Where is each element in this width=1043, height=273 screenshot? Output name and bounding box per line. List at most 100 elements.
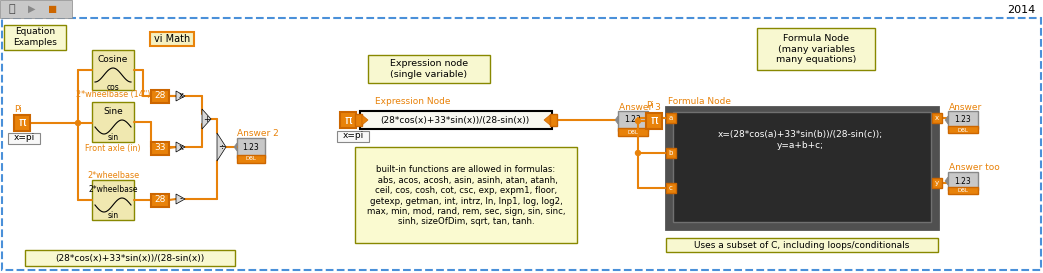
Text: x: x [178,143,184,152]
Text: 2*wheelbase: 2*wheelbase [89,185,138,194]
Text: Answer too: Answer too [949,162,1000,171]
Text: +: + [203,114,211,123]
Text: DBL: DBL [245,156,257,162]
FancyBboxPatch shape [151,90,169,103]
FancyBboxPatch shape [666,148,676,158]
FancyBboxPatch shape [932,113,942,123]
FancyBboxPatch shape [666,107,938,229]
Circle shape [635,150,640,156]
FancyBboxPatch shape [2,18,1041,270]
FancyBboxPatch shape [948,172,978,190]
FancyBboxPatch shape [92,180,134,220]
Text: Front axle (in): Front axle (in) [86,144,141,153]
Text: π: π [650,114,658,127]
FancyBboxPatch shape [151,194,169,207]
FancyBboxPatch shape [337,131,369,142]
FancyBboxPatch shape [92,102,134,142]
Text: built-in functions are allowed in formulas:
 abs, acos, acosh, asin, asinh, atan: built-in functions are allowed in formul… [367,165,565,227]
FancyBboxPatch shape [618,128,648,136]
Polygon shape [234,143,237,151]
Text: ✋: ✋ [8,4,16,14]
FancyBboxPatch shape [151,142,169,155]
Text: sin: sin [107,212,119,221]
Polygon shape [945,116,948,124]
FancyBboxPatch shape [948,126,978,133]
Text: 1.23: 1.23 [954,177,971,185]
FancyBboxPatch shape [237,155,265,163]
FancyBboxPatch shape [550,114,557,126]
FancyBboxPatch shape [666,183,676,193]
Text: Sine: Sine [103,107,123,116]
Text: 1.23: 1.23 [625,115,641,124]
FancyBboxPatch shape [4,25,66,50]
Text: c: c [669,185,673,191]
Text: Expression Node: Expression Node [375,96,451,105]
Text: π: π [344,114,351,126]
Text: Expression node
(single variable): Expression node (single variable) [390,59,468,79]
Text: 2*wheelbase: 2*wheelbase [87,171,139,180]
FancyBboxPatch shape [25,250,235,266]
FancyBboxPatch shape [666,238,938,252]
FancyBboxPatch shape [92,50,134,90]
Text: sin: sin [107,133,119,143]
Text: DBL: DBL [957,188,969,194]
FancyBboxPatch shape [360,111,552,129]
Text: Answer: Answer [949,102,983,111]
Text: Cosine: Cosine [98,55,128,64]
FancyBboxPatch shape [666,113,676,123]
Text: DBL: DBL [957,127,969,132]
Polygon shape [176,194,185,204]
Text: x=(28*cos(a)+33*sin(b))/(28-sin(c));
y=a+b+c;: x=(28*cos(a)+33*sin(b))/(28-sin(c)); y=a… [718,130,882,150]
Text: 33: 33 [154,144,166,153]
Text: Uses a subset of C, including loops/conditionals: Uses a subset of C, including loops/cond… [695,241,909,250]
Text: y: y [935,180,939,186]
Text: Pi: Pi [14,105,22,114]
FancyBboxPatch shape [0,0,72,18]
FancyBboxPatch shape [368,55,490,83]
Text: 1.23: 1.23 [243,143,260,152]
Text: 1.23: 1.23 [954,115,971,124]
Text: ◼: ◼ [48,4,57,14]
Polygon shape [544,115,550,125]
FancyBboxPatch shape [355,147,577,243]
Polygon shape [615,116,618,124]
Text: ▶: ▶ [28,4,35,14]
Polygon shape [176,91,185,101]
Text: (28*cos(x)+33*sin(x))/(28-sin(x)): (28*cos(x)+33*sin(x))/(28-sin(x)) [381,115,530,124]
Text: (28*cos(x)+33*sin(x))/(28-sin(x)): (28*cos(x)+33*sin(x))/(28-sin(x)) [55,254,204,263]
Text: π: π [18,117,26,129]
FancyBboxPatch shape [618,111,648,131]
Text: a: a [669,115,673,121]
FancyBboxPatch shape [948,111,978,129]
FancyBboxPatch shape [237,138,265,158]
FancyBboxPatch shape [8,133,40,144]
Text: Equation
Examples: Equation Examples [14,27,57,47]
Text: cos: cos [106,82,119,91]
Text: Pi: Pi [646,102,654,111]
FancyBboxPatch shape [340,112,356,128]
Text: 28: 28 [154,195,166,204]
FancyBboxPatch shape [673,112,931,222]
Polygon shape [217,133,226,161]
Circle shape [75,120,80,126]
Text: Formula Node
(many variables
many equations): Formula Node (many variables many equati… [776,34,856,64]
Text: Answer 2: Answer 2 [237,129,278,138]
FancyBboxPatch shape [355,114,362,126]
Polygon shape [202,109,211,129]
Text: Formula Node: Formula Node [668,96,731,105]
FancyBboxPatch shape [932,178,942,188]
FancyBboxPatch shape [948,187,978,194]
Text: x=pi: x=pi [342,132,364,141]
Text: x: x [935,115,939,121]
FancyBboxPatch shape [150,32,194,46]
Polygon shape [945,177,948,185]
Text: Answer 3: Answer 3 [618,103,661,112]
Circle shape [635,118,640,123]
Text: 2*wheelbase (14"): 2*wheelbase (14") [76,91,150,99]
Text: x: x [178,91,184,100]
Polygon shape [362,115,368,125]
FancyBboxPatch shape [757,28,875,70]
Text: x=pi: x=pi [14,133,34,143]
Text: ÷: ÷ [218,143,225,152]
Text: 2014: 2014 [1006,5,1035,15]
